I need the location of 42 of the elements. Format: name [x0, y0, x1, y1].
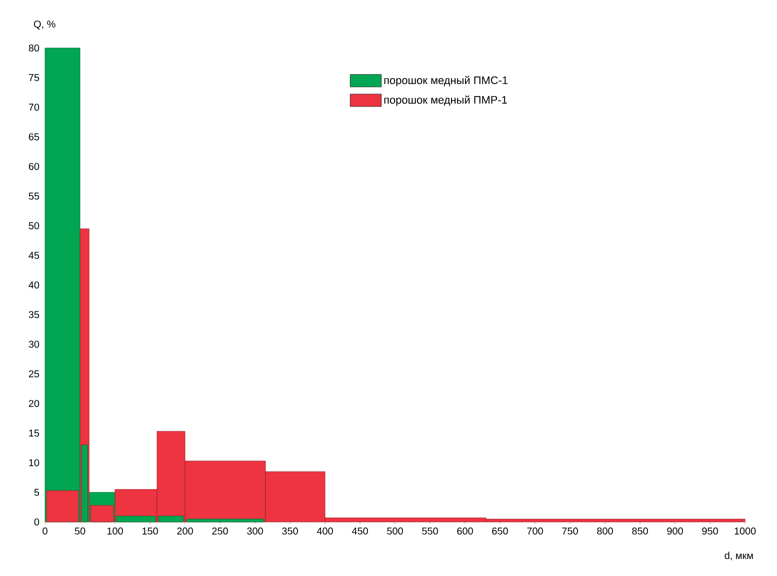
x-tick-label: 950 — [702, 528, 718, 535]
y-tick-label: 10 — [29, 459, 40, 466]
y-tick-label: 35 — [28, 311, 40, 318]
x-tick-label: 50 — [74, 528, 86, 535]
x-tick-label: 750 — [562, 528, 578, 535]
y-axis-title: Q, % — [34, 20, 56, 30]
y-tick-label: 70 — [28, 104, 40, 111]
x-tick-label: 450 — [352, 528, 368, 535]
y-tick-label: 65 — [28, 133, 40, 140]
x-tick-label: 700 — [527, 528, 543, 535]
y-tick-label: 0 — [34, 518, 40, 526]
x-tick-label: 850 — [632, 528, 648, 535]
y-tick-label: 20 — [28, 400, 40, 408]
y-tick-label: 80 — [28, 44, 40, 52]
x-tick-label: 500 — [387, 528, 403, 535]
x-tick-label: 150 — [142, 528, 158, 535]
y-tick-label: 50 — [28, 222, 40, 230]
x-axis-title: d, мкм — [724, 552, 753, 560]
x-tick-label: 0 — [42, 528, 48, 535]
y-tick-label: 25 — [28, 370, 40, 378]
x-tick-label: 600 — [457, 528, 473, 535]
y-tick-label: 60 — [28, 162, 40, 170]
y-tick-label: 55 — [28, 192, 40, 200]
legend-label: порошок медный ПМС-1 — [384, 76, 508, 86]
x-tick-label: 550 — [422, 528, 438, 535]
x-tick-label: 250 — [212, 528, 228, 535]
y-tick-label: 5 — [34, 488, 40, 496]
x-tick-label: 650 — [492, 528, 508, 535]
legend-label: порошок медный ПМР-1 — [384, 96, 507, 106]
x-tick-label: 1000 — [734, 528, 756, 535]
x-tick-label: 350 — [282, 528, 298, 535]
y-tick-label: 15 — [29, 430, 40, 437]
x-tick-label: 100 — [107, 528, 123, 535]
x-tick-label: 300 — [247, 528, 263, 535]
y-tick-label: 75 — [28, 74, 40, 82]
x-tick-label: 900 — [667, 528, 683, 535]
y-tick-label: 30 — [28, 340, 40, 348]
y-tick-label: 40 — [28, 281, 40, 289]
x-tick-label: 800 — [597, 528, 613, 535]
x-tick-label: 200 — [177, 528, 193, 535]
y-tick-label: 45 — [28, 252, 40, 259]
x-tick-label: 400 — [316, 528, 333, 535]
